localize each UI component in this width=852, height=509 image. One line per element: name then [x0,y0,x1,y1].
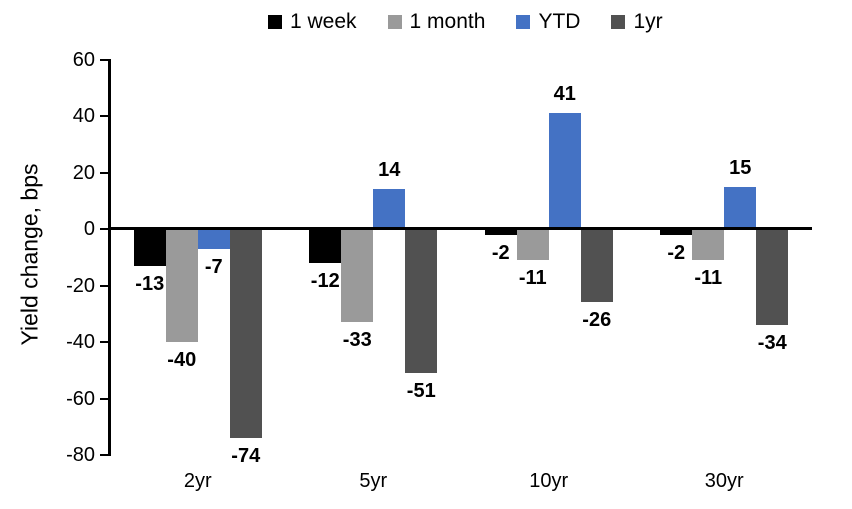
legend-label: 1 week [290,10,357,33]
bar-value-label: -2 [491,241,510,264]
zero-axis-line [110,227,812,230]
legend-swatch-icon [387,14,402,29]
category-label: 30yr [704,470,744,492]
y-tick-label: -80 [66,444,95,466]
bar [309,229,342,263]
bar-value-label: -34 [757,332,787,355]
bar-value-label: -11 [518,267,547,290]
y-tick-label: -40 [66,331,95,353]
y-tick-mark [100,454,109,456]
y-axis-title: Yield change, bps [16,163,43,346]
y-tick-label: 0 [83,218,95,240]
bar [516,229,549,261]
bar-value-label: -13 [135,272,165,295]
legend-swatch-icon [611,14,626,29]
bar-value-label: 15 [729,156,752,179]
legend-item: 1yr [611,10,663,33]
legend: 1 week 1 month YTD 1yr [268,11,663,32]
bar [756,229,789,326]
y-axis-line [108,58,111,456]
legend-label: 1 month [409,10,486,33]
bar [229,229,262,439]
bar-value-label: -2 [667,241,686,264]
bar [197,229,230,249]
legend-swatch-icon [268,14,282,29]
legend-item: YTD [516,11,580,32]
legend-label: YTD [538,10,581,33]
bar-value-label: -11 [694,267,723,290]
y-tick-mark [100,397,109,400]
y-tick-label: 60 [72,48,95,71]
category-label: 2yr [183,470,212,492]
legend-swatch-icon [516,14,531,29]
bar-value-label: -26 [582,309,612,332]
bar [724,186,757,229]
bar-value-label: 14 [378,159,401,182]
bar-value-label: -40 [167,349,197,371]
bar [133,229,166,266]
bar-value-label: -51 [406,380,436,403]
y-tick-mark [100,228,109,230]
legend-item: 1 month [387,10,486,33]
bar [692,229,725,261]
y-tick-label: 40 [72,105,95,127]
y-tick-label: 20 [72,161,95,184]
bar [341,229,374,323]
y-tick-mark [100,115,109,117]
category-label: 5yr [359,470,388,492]
bar [660,229,693,235]
legend-label: 1yr [633,10,663,33]
y-tick-mark [100,171,109,174]
y-tick-mark [100,341,109,343]
y-tick-mark [100,284,109,287]
bar-value-label: -33 [342,329,372,352]
y-tick-label: -60 [66,387,95,410]
bar [484,229,517,235]
bar-value-label: -12 [310,269,340,292]
bar [165,229,198,342]
bar [373,189,406,229]
y-tick-label: -20 [66,274,95,297]
y-tick-mark [100,58,109,61]
bar [548,113,581,229]
bar [405,229,438,374]
legend-item: 1 week [268,11,357,32]
category-label: 10yr [529,470,569,492]
bar-value-label: 41 [553,83,576,106]
bar-value-label: -74 [231,445,261,468]
bar [580,229,613,303]
bar-value-label: -7 [204,255,223,278]
